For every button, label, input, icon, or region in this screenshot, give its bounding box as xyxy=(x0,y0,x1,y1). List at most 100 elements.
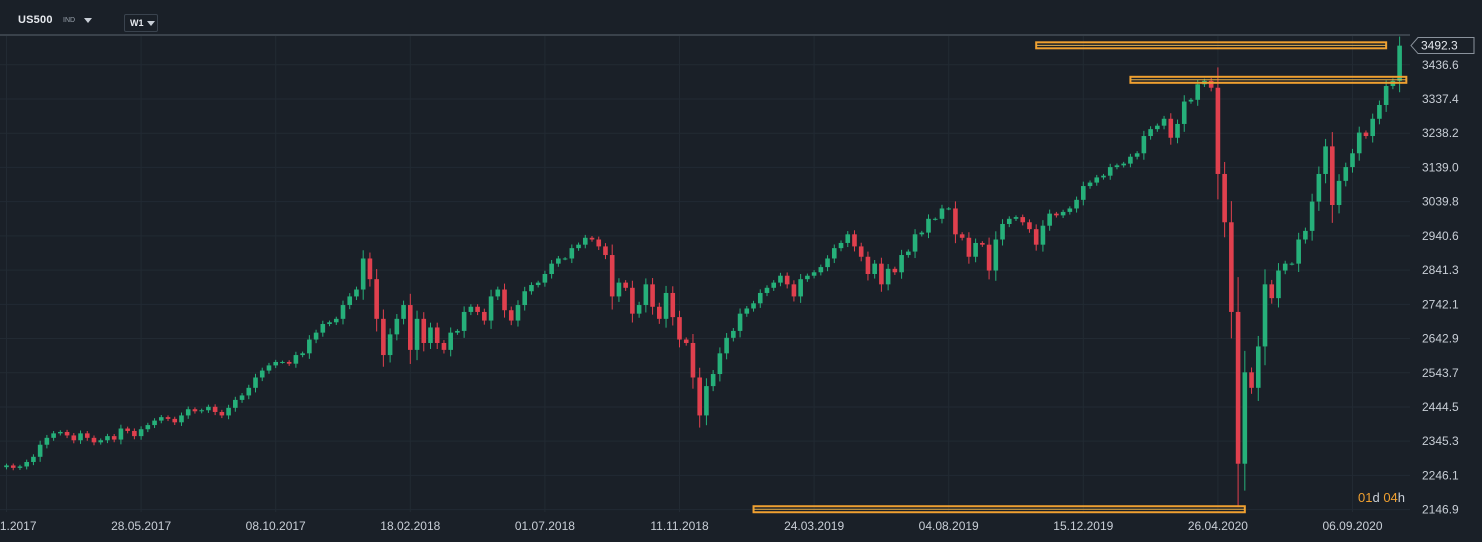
candle-body xyxy=(340,305,346,319)
candle-body xyxy=(1289,263,1295,265)
candle-body xyxy=(710,374,716,387)
candle-body xyxy=(630,287,635,314)
candle-body xyxy=(845,234,851,243)
candle-body xyxy=(165,417,171,419)
candle-body xyxy=(354,289,359,297)
candle-body xyxy=(367,258,373,280)
candle-body xyxy=(616,282,622,297)
symbol-label[interactable]: US500 xyxy=(18,14,53,26)
candle-body xyxy=(280,361,285,363)
candle-body xyxy=(980,242,985,245)
candle-body xyxy=(1303,230,1308,240)
candle-body xyxy=(179,415,184,423)
candle-body xyxy=(1006,218,1012,224)
horizontal-levels[interactable] xyxy=(752,41,1408,514)
candle-body xyxy=(286,361,292,364)
price-tick-label: 2742.1 xyxy=(1422,297,1459,311)
candle-body xyxy=(892,268,898,273)
candle-body xyxy=(226,407,231,416)
candle-body xyxy=(1383,86,1389,105)
candle-body xyxy=(374,279,379,319)
candle-body xyxy=(1242,372,1248,464)
candle-body xyxy=(737,313,743,331)
candle-body xyxy=(475,306,480,312)
candle-body xyxy=(764,287,770,293)
candle-body xyxy=(663,292,669,319)
candle-body xyxy=(697,377,702,416)
candle-body xyxy=(138,429,144,437)
candle-body xyxy=(64,431,70,436)
price-tick-label: 2543.7 xyxy=(1422,366,1459,380)
candle-body xyxy=(219,411,225,416)
candle-body xyxy=(394,318,400,335)
candle-body xyxy=(71,435,77,441)
chart-header: US500 IND W1 xyxy=(0,0,1410,36)
time-tick-label: 01.07.2018 xyxy=(515,519,575,533)
candle-body xyxy=(488,296,494,321)
candle-body xyxy=(1282,263,1288,271)
candle-body xyxy=(10,465,16,468)
candle-body xyxy=(852,234,857,247)
candle-body xyxy=(273,361,278,366)
candle-body xyxy=(1067,208,1073,212)
candle-body xyxy=(434,327,440,343)
candle-body xyxy=(172,418,178,423)
candle-body xyxy=(461,311,467,331)
candle-body xyxy=(360,258,366,290)
candle-body xyxy=(1276,270,1281,299)
candle-body xyxy=(401,305,406,319)
candle-body xyxy=(576,244,581,249)
candle-body xyxy=(1262,284,1268,347)
chevron-down-icon xyxy=(147,21,155,26)
time-tick-label: 15.12.2019 xyxy=(1053,519,1113,533)
candle-body xyxy=(858,246,864,257)
price-tick-label: 2444.5 xyxy=(1422,400,1459,414)
candle-body xyxy=(926,218,931,233)
candle-body xyxy=(596,239,602,247)
candle-body xyxy=(953,208,958,235)
candle-body xyxy=(192,409,198,412)
candle-body xyxy=(44,437,50,445)
candle-body xyxy=(508,310,514,321)
candle-body xyxy=(959,234,965,238)
time-tick-label: 26.04.2020 xyxy=(1188,519,1248,533)
timeframe-selector[interactable]: W1 xyxy=(124,14,158,32)
candle-body xyxy=(313,332,319,340)
time-tick-label: 18.02.2018 xyxy=(380,519,440,533)
candle-body xyxy=(333,318,339,323)
time-tick-label: 06.09.2020 xyxy=(1322,519,1382,533)
candle-body xyxy=(1323,146,1328,174)
candle-body xyxy=(24,461,29,467)
candle-body xyxy=(1215,87,1221,174)
candle-body xyxy=(428,327,433,343)
candle-body xyxy=(448,332,453,350)
candle-body xyxy=(1128,156,1133,164)
current-price-label: 3492.3 xyxy=(1421,39,1458,53)
candle-body xyxy=(132,430,137,437)
candle-body xyxy=(152,420,157,426)
candle-body xyxy=(791,284,797,297)
candle-body xyxy=(603,246,608,256)
candle-body xyxy=(1047,213,1052,226)
price-tick-label: 3436.6 xyxy=(1422,58,1459,72)
candle-body xyxy=(825,258,830,268)
countdown-hours-unit: h xyxy=(1397,490,1406,505)
candles xyxy=(4,36,1402,508)
price-tick-label: 3039.8 xyxy=(1422,195,1459,209)
candle-body xyxy=(421,318,427,343)
candle-body xyxy=(1316,173,1322,202)
candle-body xyxy=(1148,129,1153,137)
candle-body xyxy=(1235,311,1241,464)
price-tick-label: 2841.3 xyxy=(1422,263,1459,277)
candle-body xyxy=(105,436,110,441)
candle-body xyxy=(185,409,191,416)
time-axis: 08.01.2017 28.05.2017 08.10.2017 18.02.2018… xyxy=(0,519,1383,533)
symbol-dropdown-icon[interactable] xyxy=(84,18,92,23)
candle-body xyxy=(1222,173,1227,223)
candle-body xyxy=(468,306,474,312)
candle-body xyxy=(690,342,696,378)
candle-body xyxy=(37,444,43,457)
price-tick-label: 3238.2 xyxy=(1422,126,1459,140)
candle-body xyxy=(1161,118,1167,126)
